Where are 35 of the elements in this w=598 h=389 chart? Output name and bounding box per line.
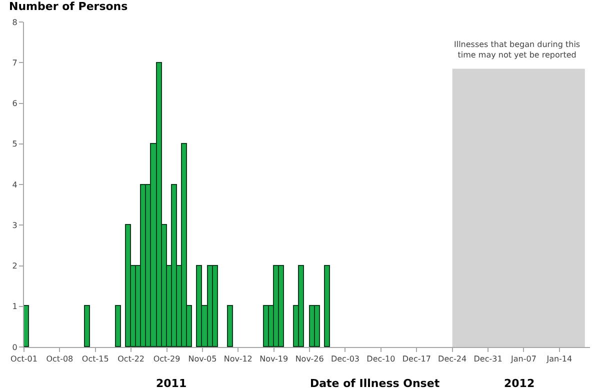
x-tick-label: Nov-12 — [224, 354, 252, 364]
y-tick-label: 7 — [12, 58, 18, 68]
bar — [115, 305, 121, 347]
x-tick-label: Nov-05 — [188, 354, 217, 364]
y-axis-title: Number of Persons — [9, 0, 128, 13]
x-tick-label: Nov-19 — [260, 354, 288, 364]
x-tick-label: Dec-10 — [366, 354, 396, 364]
bar — [324, 265, 330, 347]
x-tick-label: Nov-26 — [295, 354, 324, 364]
x-tick-label: Oct-08 — [46, 354, 74, 364]
y-tick-label: 3 — [12, 220, 18, 230]
x-tick-label: Jan-14 — [546, 354, 572, 364]
y-tick-label: 2 — [12, 262, 18, 271]
x-tick-label: Jan-07 — [510, 354, 536, 364]
x-tick-label: Oct-01 — [10, 354, 38, 364]
y-tick-label: 1 — [12, 302, 18, 312]
band-label: Illnesses that began during this time may not yet be reported — [454, 40, 580, 60]
text: 2012 — [504, 377, 535, 389]
bar — [84, 305, 90, 347]
x-tick-label: Dec-31 — [474, 354, 502, 364]
bar — [227, 305, 233, 347]
y-tick-label: 8 — [12, 18, 18, 27]
x-tick-label: Dec-24 — [438, 354, 467, 364]
x-tick-label: Oct-15 — [82, 354, 109, 364]
bar — [24, 305, 29, 347]
text: 2011 — [156, 377, 187, 389]
y-tick-label: 0 — [12, 342, 18, 352]
x-tick-label: Oct-22 — [118, 354, 145, 364]
y-tick-label: 4 — [12, 180, 18, 190]
x-tick-label: Oct-29 — [153, 354, 180, 364]
x-axis-title: Date of Illness Onset — [310, 377, 440, 389]
y-tick-label: 6 — [12, 99, 18, 108]
x-tick-label: Dec-17 — [402, 354, 431, 364]
x-tick-label: Dec-03 — [330, 354, 360, 364]
y-tick-label: 5 — [12, 140, 18, 149]
